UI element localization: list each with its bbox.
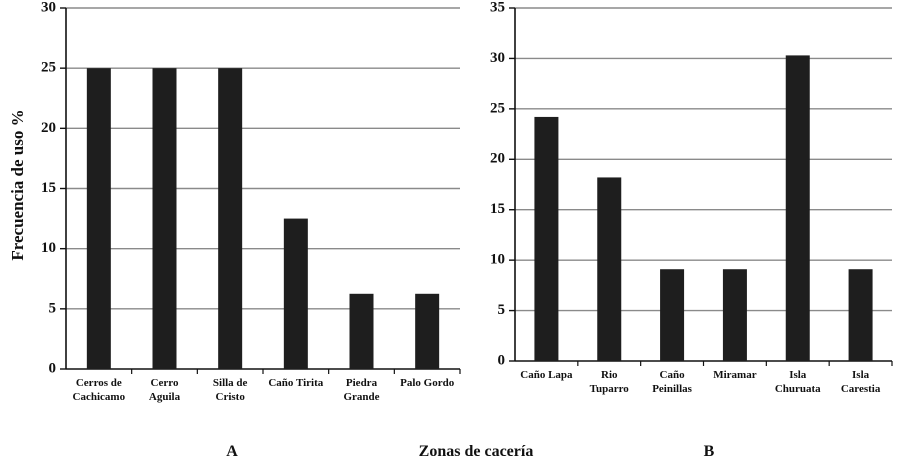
category-label: Isla Churuata: [775, 369, 821, 395]
chart-panel-a: 0 5 10 15 20 25 30 Cerros de Cachicamo Cerro Aguil…: [41, 0, 461, 403]
bar: [722, 269, 747, 361]
category-label: Caño Tirita: [268, 377, 323, 389]
y-tick-label: 10: [490, 252, 505, 268]
category-label: Miramar: [713, 369, 756, 381]
bar: [283, 218, 308, 369]
y-tick-label: 5: [49, 300, 57, 316]
category-label: Palo Gordo: [400, 377, 455, 389]
bar: [218, 68, 243, 370]
y-tick-label: 20: [41, 120, 56, 136]
y-tick-label: 35: [490, 0, 505, 15]
chart-panel-b: 0 5 10 15 20 25 30 35 Caño Lapa Rio Tuparro Caño Pei…: [490, 0, 893, 395]
y-tick-label: 0: [49, 360, 57, 376]
y-tick-label: 30: [490, 50, 505, 66]
bar: [86, 68, 111, 370]
y-tick-label: 5: [498, 302, 506, 318]
y-tick-label: 15: [490, 201, 505, 217]
category-label: Caño Lapa: [520, 369, 573, 381]
bar: [785, 55, 810, 361]
category-label: Silla de Cristo: [213, 377, 248, 403]
bar: [660, 269, 685, 361]
bar: [152, 68, 177, 370]
panel-label-a: A: [226, 443, 238, 460]
category-label: Cerros de Cachicamo: [73, 377, 126, 403]
category-label: Piedra Grande: [343, 377, 379, 403]
category-label: Rio Tuparro: [590, 369, 630, 395]
y-tick-label: 15: [41, 180, 56, 196]
bar: [534, 116, 559, 361]
y-tick-label: 0: [498, 352, 506, 368]
y-tick-label: 20: [490, 151, 505, 167]
panel-label-b: B: [704, 443, 715, 460]
y-axis-label: Frecuencia de uso %: [8, 109, 27, 260]
x-axis-label: Zonas de cacería: [419, 443, 534, 460]
y-tick-label: 25: [41, 60, 56, 76]
y-tick-label: 10: [41, 240, 56, 256]
bar: [848, 269, 873, 361]
y-tick-label: 30: [41, 0, 56, 15]
bar: [415, 293, 440, 369]
bar: [349, 293, 374, 369]
category-label: Cerro Aguila: [149, 377, 181, 403]
category-label: Isla Carestia: [841, 369, 881, 395]
category-label: Caño Peinillas: [652, 369, 692, 395]
y-tick-label: 25: [490, 100, 505, 116]
bar: [597, 177, 622, 361]
